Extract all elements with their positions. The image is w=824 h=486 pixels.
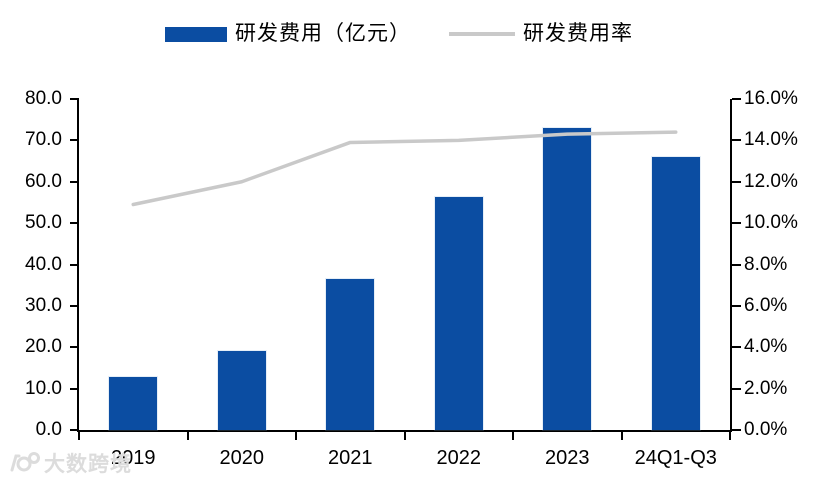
right-axis-tick <box>732 304 741 307</box>
right-axis-label: 8.0% <box>744 253 788 275</box>
left-axis-label: 40.0 <box>25 253 62 275</box>
x-axis-tick <box>620 432 623 440</box>
bar-2019 <box>109 377 158 430</box>
left-axis-label: 0.0 <box>35 419 62 440</box>
left-axis-tick <box>70 429 79 431</box>
right-axis-tick <box>732 429 741 431</box>
legend-item-line: 研发费用率 <box>449 20 633 48</box>
left-axis-tick <box>70 180 79 183</box>
left-axis-label: 80.0 <box>25 88 62 109</box>
x-axis-tick <box>512 432 514 440</box>
x-axis-tick <box>729 432 731 440</box>
right-axis-label: 0.0% <box>744 419 788 440</box>
left-axis-label: 70.0 <box>25 129 62 151</box>
right-axis-label: 2.0% <box>744 377 788 399</box>
right-axis-tick <box>732 346 741 349</box>
legend: 研发费用（亿元） 研发费用率 <box>165 20 633 48</box>
left-axis-tick <box>70 387 79 390</box>
legend-line-label: 研发费用率 <box>523 22 633 45</box>
x-axis-label: 2023 <box>545 447 590 469</box>
left-axis-tick <box>70 139 79 142</box>
right-axis-label: 4.0% <box>744 336 788 358</box>
left-axis-label: 50.0 <box>25 212 62 234</box>
x-axis-label: 2021 <box>328 447 373 469</box>
bar-2020 <box>217 351 266 430</box>
bar-2023 <box>543 127 592 430</box>
watermark-text: 大数跨境 <box>44 453 132 476</box>
left-axis-label: 30.0 <box>25 294 62 316</box>
legend-bar-label: 研发费用（亿元） <box>235 22 411 45</box>
x-axis-tick <box>295 432 297 440</box>
line-series-swatch <box>449 32 515 36</box>
dashukuajing-logo-icon <box>10 452 40 472</box>
bar-24Q1-Q3 <box>651 156 700 430</box>
bar-series-swatch <box>165 26 227 42</box>
x-axis-tick <box>78 432 80 440</box>
left-axis-label: 10.0 <box>25 377 62 399</box>
left-axis-tick <box>70 304 79 307</box>
right-axis-label: 10.0% <box>744 212 798 234</box>
left-axis-label: 20.0 <box>25 336 62 358</box>
right-axis-label: 16.0% <box>744 88 798 109</box>
x-axis-label: 2020 <box>219 447 265 469</box>
plot-area: 0.0 10.0 20.0 30.0 40.0 50.0 60.0 70.0 80.0 0.0% 2… <box>25 88 798 469</box>
right-axis-label: 6.0% <box>744 294 788 316</box>
x-axis-tick <box>186 432 189 440</box>
bar-2022 <box>434 197 483 430</box>
x-axis-tick <box>403 432 406 440</box>
right-axis-tick <box>732 387 741 390</box>
left-axis-label: 60.0 <box>25 170 62 192</box>
left-axis-tick <box>70 346 79 349</box>
right-axis-tick <box>732 180 741 183</box>
left-axis-tick <box>70 98 79 100</box>
legend-item-bar: 研发费用（亿元） <box>165 20 411 48</box>
right-axis-tick <box>732 98 741 100</box>
x-axis-label: 2019 <box>111 447 156 469</box>
right-axis-tick <box>732 263 741 266</box>
left-axis-tick <box>70 222 79 225</box>
right-axis-tick <box>732 139 741 142</box>
right-axis-tick <box>732 222 741 225</box>
x-axis-label: 2022 <box>436 447 482 469</box>
right-axis-label: 12.0% <box>744 170 798 192</box>
rd-rate-line <box>131 130 678 207</box>
left-axis-tick <box>70 263 79 266</box>
bar-2021 <box>326 278 375 430</box>
x-axis-label: 24Q1-Q3 <box>634 447 717 469</box>
watermark: 大数跨境 <box>6 448 132 478</box>
right-axis-label: 14.0% <box>744 129 798 151</box>
